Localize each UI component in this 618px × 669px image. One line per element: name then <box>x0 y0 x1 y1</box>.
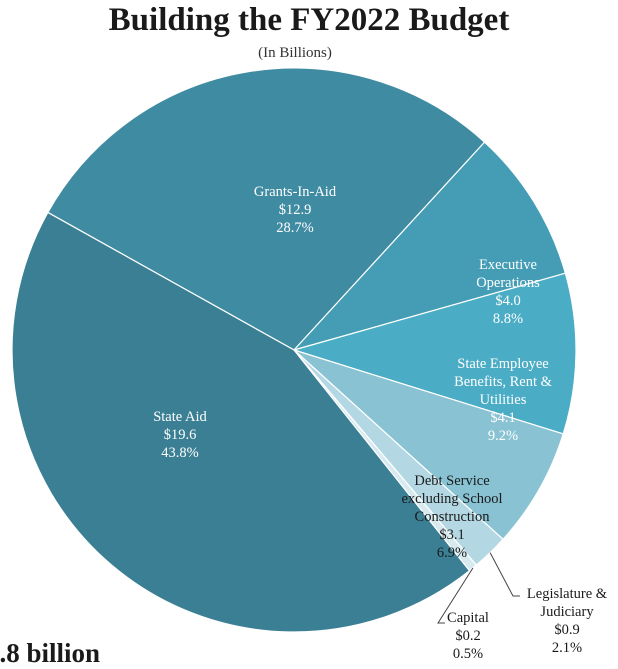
slice-value: $4.0 <box>495 293 520 309</box>
slice-label: Grants-In-Aid $12.9 28.7% <box>254 184 337 236</box>
slice-percent: 0.5% <box>453 646 483 662</box>
leader-line <box>437 567 474 624</box>
slice-percent: 9.2% <box>488 428 518 444</box>
slice-value: $3.1 <box>439 527 464 543</box>
slice-value: $4.1 <box>490 410 515 426</box>
slice-name: State Employee <box>457 356 548 372</box>
slice-label: State Employee Benefits, Rent & Utilities $… <box>454 356 553 444</box>
slice-name: Legislature & <box>527 586 608 602</box>
slice-label: State Aid $19.6 43.8% <box>153 409 207 461</box>
slice-percent: 43.8% <box>161 445 198 461</box>
leader-line <box>489 552 520 597</box>
pie-slice-state-aid <box>11 211 471 633</box>
slice-label: Debt Service excluding School Construction… <box>401 473 502 561</box>
slice-label: Capital $0.2 0.5% <box>447 610 489 662</box>
slice-percent: 6.9% <box>437 545 467 561</box>
chart-subtitle: (In Billions) <box>258 45 332 61</box>
slice-name: Capital <box>447 610 489 626</box>
slice-value: $0.9 <box>554 622 579 638</box>
slice-label: Legislature & Judiciary $0.9 2.1% <box>527 586 608 656</box>
slice-name: excluding School <box>401 491 502 507</box>
pie-slice-state-employee-benefits-rent-utilities <box>291 272 577 435</box>
slice-name: Grants-In-Aid <box>254 184 337 200</box>
slice-value: $12.9 <box>279 202 312 218</box>
slice-name: Judiciary <box>540 604 594 620</box>
slice-percent: 28.7% <box>276 220 313 236</box>
pie-slice-executive-operations <box>292 141 567 352</box>
pie-slice-debt-service-excluding-school-construction <box>293 349 564 541</box>
slice-name: Utilities <box>480 392 527 408</box>
slice-value: $0.2 <box>455 628 480 644</box>
total-label: 4.8 billion <box>0 638 101 668</box>
slice-percent: 8.8% <box>493 311 523 327</box>
slice-name: State Aid <box>153 409 207 425</box>
chart-title: Building the FY2022 Budget <box>108 2 510 38</box>
pie-slice-grants-in-aid <box>47 67 486 351</box>
slice-name: Construction <box>415 509 491 525</box>
slice-name: Operations <box>476 275 540 291</box>
slice-percent: 2.1% <box>552 640 582 656</box>
slice-label: Executive Operations $4.0 8.8% <box>476 257 540 327</box>
slice-value: $19.6 <box>164 427 197 443</box>
slice-name: Benefits, Rent & <box>454 374 553 390</box>
slice-name: Debt Service <box>414 473 489 489</box>
slice-name: Executive <box>479 257 537 273</box>
